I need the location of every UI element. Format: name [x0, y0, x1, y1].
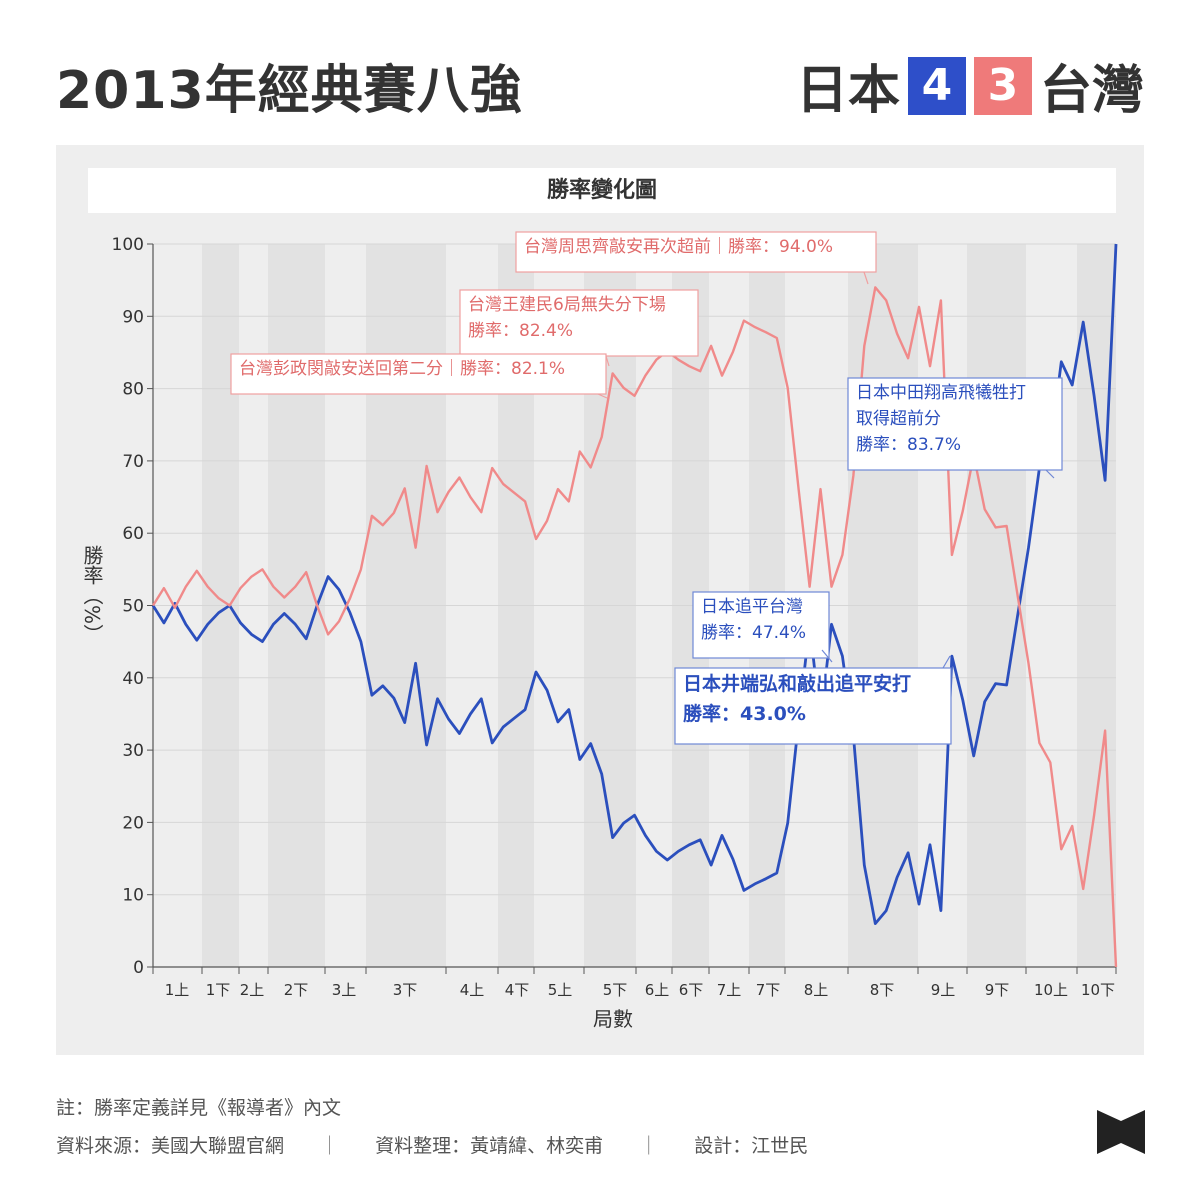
y-tick-label: 20	[122, 813, 144, 833]
x-tick-label: 6下	[679, 981, 704, 999]
y-tick-label: 100	[112, 235, 144, 255]
y-tick-label: 60	[122, 524, 144, 544]
annotation-text: 勝率：47.4%	[701, 623, 806, 643]
x-tick-label: 7下	[756, 981, 781, 999]
x-tick-label: 2上	[240, 981, 265, 999]
x-tick-label: 8下	[870, 981, 895, 999]
taiwan-series-line	[151, 286, 1118, 968]
annotation-box	[459, 289, 699, 357]
team-right-name: 台灣	[1039, 61, 1144, 121]
annotation-text: 取得超前分	[856, 409, 941, 429]
annotation-text: 勝率：82.4%	[468, 321, 573, 341]
scoreboard: 日本 4 3 台灣	[796, 48, 1144, 123]
japan-series-line	[151, 243, 1118, 925]
y-tick-label: 50	[122, 597, 144, 617]
y-tick-label: 0	[133, 958, 144, 978]
x-tick-label: 10上	[1034, 981, 1068, 999]
annotation-text: 台灣彭政閔敲安送回第二分｜勝率：82.1%	[239, 359, 565, 379]
annotation-pointer	[863, 271, 869, 285]
chart-title: 勝率變化圖	[88, 168, 1116, 213]
annotation-box	[674, 667, 952, 745]
y-tick-label: 30	[122, 741, 144, 761]
x-tick-label: 4上	[460, 981, 485, 999]
x-tick-label: 5上	[548, 981, 573, 999]
annotation-text: 勝率：43.0%	[683, 702, 806, 725]
footer-separator: ｜	[639, 1135, 659, 1157]
x-tick-label: 8上	[804, 981, 829, 999]
y-tick-label: 40	[122, 669, 144, 689]
y-tick-label: 70	[122, 452, 144, 472]
y-axis-title: 勝率（%）	[80, 545, 104, 644]
footer-separator: ｜	[320, 1135, 340, 1157]
annotation-pointer	[1045, 469, 1055, 479]
footer-credits: 資料來源：美國大聯盟官網 ｜ 資料整理：黃靖緯、林奕甫 ｜ 設計：江世民	[56, 1131, 808, 1158]
annotation-text: 日本井端弘和敲出追平安打	[683, 672, 911, 695]
score-left-box: 4	[907, 56, 966, 115]
annotation-box	[230, 353, 607, 395]
annotation-text: 日本中田翔高飛犧牲打	[856, 383, 1026, 403]
x-tick-label: 2下	[284, 981, 309, 999]
annotation-pointer	[821, 649, 833, 663]
annotation-pointer	[597, 393, 608, 399]
x-axis-title: 局數	[593, 1007, 633, 1031]
x-tick-label: 1上	[165, 981, 190, 999]
annotation-pointer	[942, 655, 951, 669]
x-tick-label: 4下	[505, 981, 530, 999]
y-tick-label: 90	[122, 307, 144, 327]
x-tick-label: 3下	[393, 981, 418, 999]
annotation-text: 勝率：83.7%	[856, 435, 961, 455]
y-tick-label: 80	[122, 380, 144, 400]
publisher-logo-icon	[1097, 1110, 1145, 1154]
annotation-box	[692, 591, 830, 659]
team-left-name: 日本	[795, 61, 900, 121]
footer-note: 註：勝率定義詳見《報導者》內文	[56, 1097, 342, 1119]
x-tick-label: 5下	[603, 981, 628, 999]
x-tick-label: 10下	[1081, 981, 1115, 999]
footer-source: 資料來源：美國大聯盟官網	[56, 1135, 285, 1157]
annotation-box	[847, 377, 1063, 471]
page-title: 2013年經典賽八強	[56, 61, 523, 121]
annotation-text: 台灣王建民6局無失分下場	[468, 295, 666, 315]
footer-design: 設計：江世民	[694, 1135, 809, 1157]
y-tick-label: 10	[122, 886, 144, 906]
annotation-text: 台灣周思齊敲安再次超前｜勝率：94.0%	[524, 237, 833, 257]
x-tick-label: 7上	[717, 981, 742, 999]
annotation-box	[515, 231, 877, 273]
score-right-box: 3	[973, 56, 1032, 115]
x-tick-label: 3上	[332, 981, 357, 999]
x-tick-label: 1下	[206, 981, 231, 999]
annotation-text: 日本追平台灣	[701, 597, 803, 617]
x-tick-label: 9下	[985, 981, 1010, 999]
x-tick-label: 6上	[645, 981, 670, 999]
footer-compiled: 資料整理：黃靖緯、林奕甫	[375, 1135, 604, 1157]
x-tick-label: 9上	[931, 981, 956, 999]
